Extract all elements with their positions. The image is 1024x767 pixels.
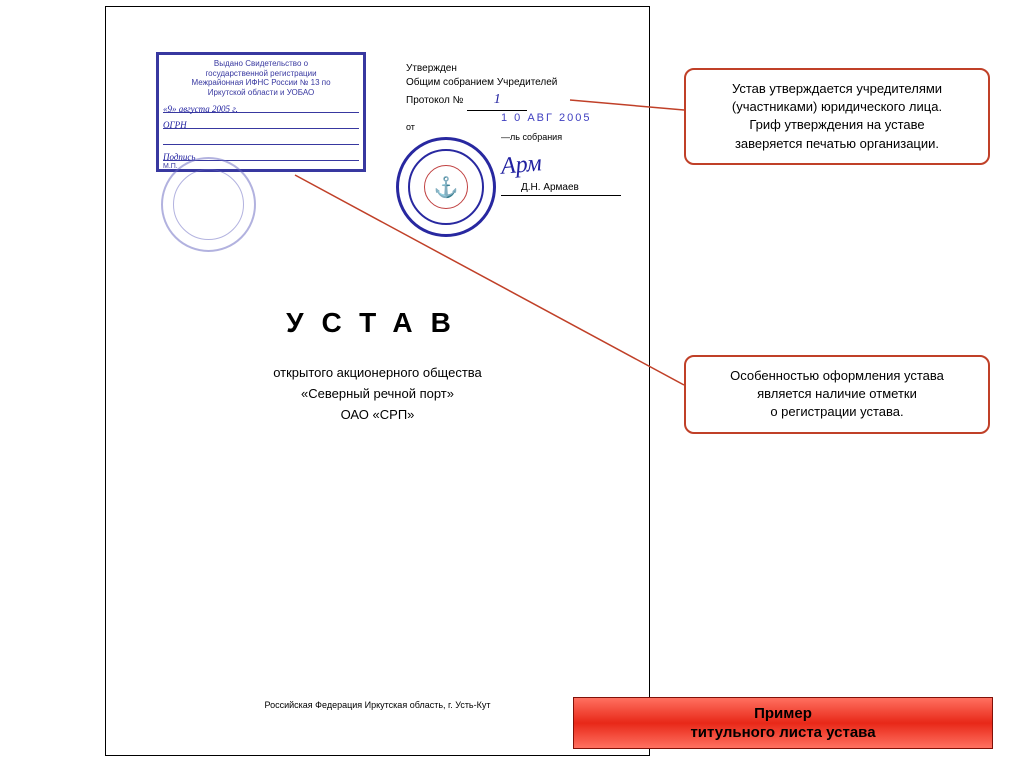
subtitle-line: «Северный речной порт» [106,384,649,405]
subtitle-line: ОАО «СРП» [106,405,649,426]
callout-line: является наличие отметки [702,385,972,403]
registration-stamp: Выдано Свидетельство о государственной р… [156,52,366,172]
signature-position-label: —ль собрания [501,132,562,142]
caption-line: титульного листа устава [690,723,875,743]
reg-stamp-line: государственной регистрации [163,69,359,79]
callout-line: заверяется печатью организации. [702,135,972,153]
protocol-label: Протокол № [406,94,463,108]
reg-stamp-rule [163,131,359,145]
from-label: от [406,122,415,132]
document-title: УСТАВ [106,307,649,339]
callout-line: о регистрации устава. [702,403,972,421]
subtitle-line: открытого акционерного общества [106,363,649,384]
document-subtitle: открытого акционерного общества «Северны… [106,363,649,425]
document-title-block: УСТАВ открытого акционерного общества «С… [106,307,649,425]
caption-line: Пример [690,704,875,724]
reg-stamp-line: Иркутской области и УОБАО [163,88,359,98]
reg-stamp-line: Межрайонная ИФНС России № 13 по [163,78,359,88]
callout-approval: Устав утверждается учредителями (участни… [684,68,990,165]
callout-line: (участниками) юридического лица. [702,98,972,116]
reg-stamp-rule: ОГРН [163,115,359,129]
callout-line: Устав утверждается учредителями [702,80,972,98]
round-registration-seal [161,157,256,252]
callout-line: Гриф утверждения на уставе [702,116,972,134]
date-stamp: 1 0 АВГ 2005 [501,112,592,124]
reg-stamp-line: Выдано Свидетельство о [163,59,359,69]
document-page: Выдано Свидетельство о государственной р… [105,6,650,756]
callout-line: Особенностью оформления устава [702,367,972,385]
approval-line: Утвержден [406,62,606,76]
official-seal: ⚓ [396,137,496,237]
anchor-icon: ⚓ [434,175,459,200]
signature-underline [501,195,621,196]
approval-block: Утвержден Общим собранием Учредителей Пр… [406,62,606,111]
protocol-number: 1 [467,90,527,111]
signature-name: Д.Н. Армаев [521,182,579,193]
document-footer: Российская Федерация Иркутская область, … [106,700,649,710]
caption-box: Пример титульного листа устава [573,697,993,749]
approval-protocol: Протокол № 1 [406,90,606,111]
reg-stamp-rule: «9» августа 2005 г. [163,99,359,113]
signature: Арм [500,150,543,180]
seal-inner-ring: ⚓ [424,165,468,209]
approval-line: Общим собранием Учредителей [406,76,606,90]
callout-registration: Особенностью оформления устава является … [684,355,990,434]
